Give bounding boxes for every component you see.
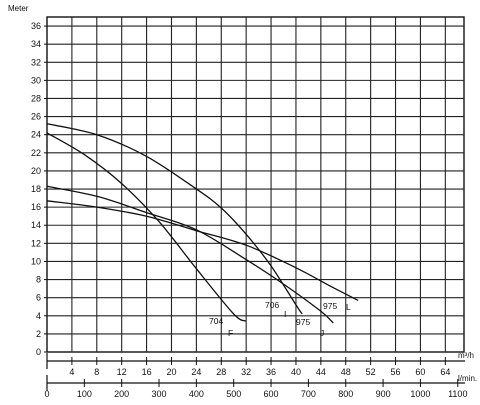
curve-label-j: 975 xyxy=(296,317,310,327)
y-tick-label: 32 xyxy=(31,57,41,67)
curve-label-f: F xyxy=(228,328,233,338)
x-tick-label-m3h: 8 xyxy=(94,367,99,377)
x-unit-lmin: l/min. xyxy=(458,374,477,383)
x-tick-label-lmin: 200 xyxy=(114,389,129,399)
x-tick-label-lmin: 1100 xyxy=(448,389,467,399)
x-tick-label-m3h: 20 xyxy=(166,367,176,377)
y-tick-label: 22 xyxy=(31,148,41,158)
curves xyxy=(46,123,359,324)
x-tick-label-m3h: 24 xyxy=(191,367,201,377)
x-tick-label-lmin: 600 xyxy=(264,389,279,399)
y-tick-label: 28 xyxy=(31,93,41,103)
y-tick-label: 24 xyxy=(31,130,41,140)
curve-i xyxy=(46,123,303,315)
x-tick-label-m3h: 32 xyxy=(241,367,251,377)
grid xyxy=(46,16,465,353)
y-tick-label: 8 xyxy=(36,275,41,285)
x-tick-label-m3h: 12 xyxy=(117,367,127,377)
x-tick-label-lmin: 400 xyxy=(189,389,204,399)
curve-label-l: L xyxy=(346,302,351,312)
y-tick-label: 36 xyxy=(31,21,41,31)
x-tick-label-m3h: 28 xyxy=(216,367,226,377)
y-tick-label: 18 xyxy=(31,184,41,194)
x-unit-m3h: m³/h xyxy=(458,351,474,360)
y-tick-label: 16 xyxy=(31,202,41,212)
x-tick-label-m3h: 60 xyxy=(415,367,425,377)
x-tick-label-m3h: 56 xyxy=(391,367,401,377)
x-tick-label-lmin: 0 xyxy=(44,389,49,399)
x-tick-label-lmin: 700 xyxy=(301,389,316,399)
curve-labels: 704 F 706 I 975 J 975 L xyxy=(209,300,351,338)
curve-label-i: 706 xyxy=(265,300,279,310)
x-tick-label-lmin: 100 xyxy=(77,389,92,399)
y-tick-label: 30 xyxy=(31,75,41,85)
x-tick-label-m3h: 48 xyxy=(341,367,351,377)
x-tick-label-m3h: 40 xyxy=(291,367,301,377)
x-tick-label-lmin: 500 xyxy=(226,389,241,399)
x-tick-label-m3h: 64 xyxy=(440,367,450,377)
y-tick-label: 20 xyxy=(31,166,41,176)
x-tick-label-lmin: 900 xyxy=(376,389,391,399)
curve-label-i: I xyxy=(284,309,286,319)
curve-label-l: 975 xyxy=(323,301,337,311)
curve-label-j: J xyxy=(320,328,324,338)
curve-f xyxy=(46,132,247,322)
x-tick-label-m3h: 44 xyxy=(316,367,326,377)
x-tick-label-m3h: 16 xyxy=(142,367,152,377)
curve-l xyxy=(46,200,359,301)
plot-frame xyxy=(46,16,465,353)
y-tick-label: 34 xyxy=(31,39,41,49)
x-tick-label-lmin: 300 xyxy=(152,389,167,399)
x-tick-label-m3h: 4 xyxy=(69,367,74,377)
x-tick-label-lmin: 1000 xyxy=(410,389,430,399)
y-tick-label: 6 xyxy=(36,293,41,303)
y-tick-label: 2 xyxy=(36,329,41,339)
y-tick-label: 26 xyxy=(31,112,41,122)
x-tick-label-lmin: 800 xyxy=(338,389,353,399)
curve-j xyxy=(46,185,334,324)
x-tick-label-m3h: 36 xyxy=(266,367,276,377)
y-tick-label: 4 xyxy=(36,311,41,321)
curve-label-f: 704 xyxy=(209,316,223,326)
y-tick-label: 14 xyxy=(31,220,41,230)
x-tick-label-m3h: 52 xyxy=(366,367,376,377)
x-axis-lmin: 0 100 200 300 400 500 600 700 800 900 1000 1100 l/mi… xyxy=(44,374,477,399)
y-tick-label: 12 xyxy=(31,238,41,248)
y-tick-label: 0 xyxy=(36,347,41,357)
y-axis-label: Meter xyxy=(8,4,29,13)
y-tick-label: 10 xyxy=(31,256,41,266)
